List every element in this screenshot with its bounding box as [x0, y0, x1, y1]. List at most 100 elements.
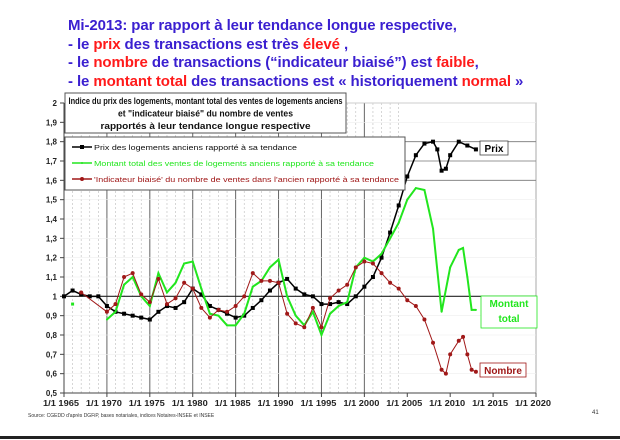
- data-point: [148, 305, 151, 307]
- data-point: [328, 302, 333, 307]
- data-point: [113, 302, 118, 307]
- data-point: [226, 324, 229, 327]
- headline-text: ,: [339, 35, 349, 53]
- chart-title-line: et "indicateur biaisé" du nombre de vent…: [118, 109, 293, 119]
- data-point: [259, 278, 264, 283]
- data-point: [440, 310, 443, 313]
- series-line: [80, 260, 477, 375]
- y-tick-label: 1,2: [46, 254, 58, 263]
- y-tick-label: 1,6: [46, 176, 58, 185]
- data-point: [233, 315, 238, 320]
- series-line: [106, 186, 476, 338]
- source-note: Source: CGEDD d'après DGFiP, bases notar…: [28, 413, 215, 419]
- x-tick-label: 1/1 1985: [215, 399, 252, 408]
- headline-text: - le: [68, 54, 94, 71]
- data-point: [208, 312, 211, 315]
- data-point: [165, 291, 168, 294]
- data-point: [353, 265, 358, 270]
- data-point: [432, 227, 435, 230]
- x-tick-label: 1/1 2020: [515, 399, 552, 408]
- legend-label: Prix des logements anciens rapporté à sa…: [94, 143, 297, 152]
- data-point: [267, 278, 272, 283]
- headline-line-4: - le montant total des transactions est …: [68, 73, 523, 92]
- x-tick-label: 1/1 1980: [172, 399, 209, 408]
- page-number: 41: [592, 410, 599, 416]
- headline-text: - le: [68, 35, 94, 53]
- highlight-word: nombre: [93, 54, 148, 71]
- data-point: [200, 287, 203, 290]
- x-tick-label: 1/1 2005: [386, 399, 423, 408]
- data-point: [147, 300, 152, 305]
- headline-text: de transactions (“indicateur biaisé”) es…: [147, 54, 437, 71]
- data-point: [293, 286, 298, 291]
- data-point: [104, 304, 109, 308]
- y-tick-label: 0,7: [46, 350, 58, 359]
- label-prix-box: [479, 140, 509, 156]
- x-tick-label: 1/1 2015: [472, 399, 509, 408]
- headline-text: »: [510, 72, 524, 90]
- data-point: [435, 147, 440, 152]
- y-tick-label: 1,5: [46, 196, 58, 205]
- data-point: [461, 334, 466, 339]
- data-point: [183, 262, 186, 265]
- data-point: [234, 324, 237, 327]
- data-point: [310, 294, 315, 299]
- highlight-word: prix: [93, 35, 121, 53]
- data-point: [379, 255, 384, 260]
- x-tick-label: 1/1 1990: [258, 399, 295, 408]
- data-point: [423, 189, 426, 191]
- headline-text: des transactions est très: [120, 35, 303, 53]
- data-point: [79, 290, 84, 295]
- data-point: [473, 147, 478, 152]
- data-point: [473, 369, 478, 374]
- data-point: [62, 294, 66, 299]
- data-point: [156, 309, 161, 314]
- x-tick-label: 1/1 1965: [43, 399, 80, 408]
- data-point: [388, 280, 393, 285]
- highlight-word: normal: [461, 72, 512, 90]
- y-tick-label: 2: [53, 99, 58, 108]
- data-point: [174, 281, 177, 284]
- data-point: [405, 298, 410, 303]
- x-tick-label: 1/1 1995: [300, 399, 337, 408]
- data-point: [122, 311, 127, 316]
- legend-box: [64, 136, 406, 191]
- data-point: [302, 292, 307, 297]
- data-point: [70, 288, 75, 293]
- data-point: [470, 308, 473, 311]
- legend-label: 'Indicateur biaisé' du nombre de ventes …: [94, 175, 399, 184]
- data-point: [449, 266, 452, 269]
- data-point: [379, 271, 384, 276]
- data-point: [413, 153, 418, 158]
- data-point: [182, 300, 187, 305]
- headline-text: ,: [474, 54, 479, 71]
- data-point: [250, 305, 255, 310]
- data-point: [431, 340, 436, 345]
- data-point: [328, 296, 333, 301]
- data-point: [466, 276, 469, 278]
- data-point: [242, 294, 247, 299]
- data-point: [422, 141, 427, 146]
- data-point: [456, 338, 461, 343]
- data-point: [336, 288, 341, 293]
- data-point: [130, 271, 135, 276]
- data-point: [337, 305, 340, 307]
- data-point: [157, 272, 160, 275]
- data-point: [396, 286, 401, 291]
- data-point: [474, 308, 477, 311]
- data-point: [370, 275, 375, 279]
- data-point: [414, 187, 417, 190]
- data-point: [319, 302, 324, 307]
- data-point: [216, 307, 221, 312]
- data-point: [293, 321, 298, 326]
- data-point: [431, 139, 436, 144]
- y-tick-label: 1,7: [46, 157, 58, 166]
- data-point: [122, 275, 127, 279]
- y-tick-label: 1,4: [46, 215, 58, 224]
- label-prix: Prix: [485, 144, 504, 155]
- label-nombre: Nombre: [484, 366, 522, 377]
- data-point: [413, 304, 418, 308]
- data-point: [217, 314, 220, 317]
- data-point: [336, 300, 341, 305]
